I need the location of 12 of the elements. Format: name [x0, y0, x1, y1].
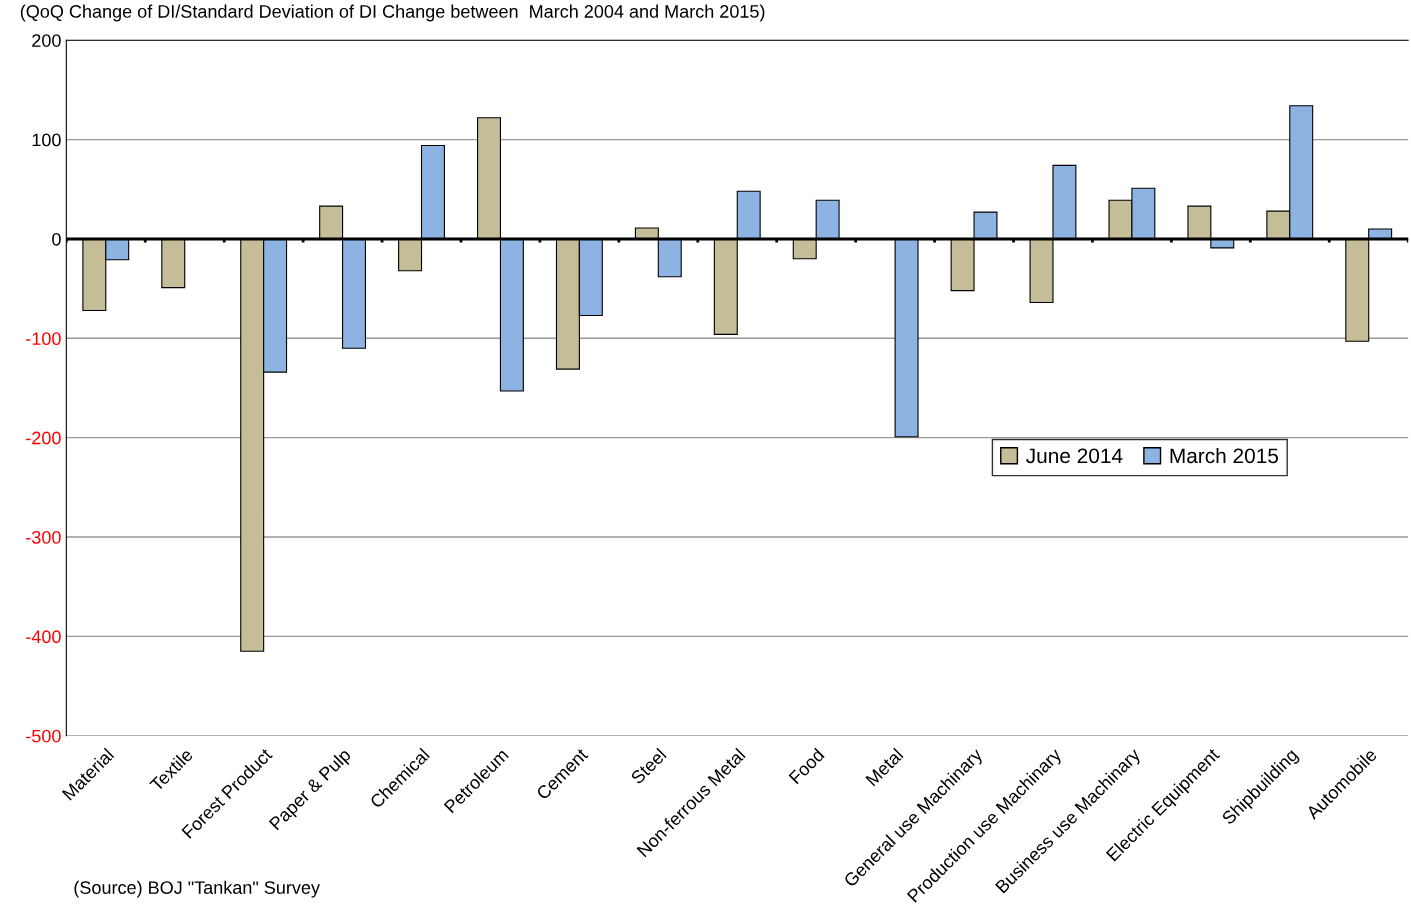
- y-tick-label: -100: [26, 332, 61, 346]
- text: (Source) BOJ "Tankan" Survey: [74, 880, 320, 898]
- legend-label: March 2015: [1170, 447, 1279, 464]
- y-tick-label: -500: [26, 729, 61, 743]
- chart-title: (QoQ Change of DI/Standard Deviation of DI Change between March 2004 and March 2015): [20, 4, 765, 22]
- y-tick-label: 0: [52, 232, 61, 246]
- y-tick-label: 200: [32, 34, 61, 47]
- y-tick-label: -200: [26, 431, 61, 445]
- y-tick-label: -400: [26, 630, 61, 644]
- legend-label: June 2014: [1026, 448, 1123, 464]
- y-tick-label: 100: [32, 133, 61, 147]
- y-tick-label: -300: [26, 530, 61, 544]
